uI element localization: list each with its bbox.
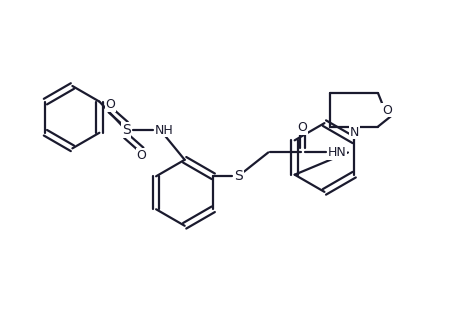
Text: HN: HN: [328, 146, 346, 159]
Text: O: O: [136, 149, 147, 162]
Text: O: O: [382, 104, 392, 117]
Text: S: S: [122, 123, 130, 137]
Text: O: O: [106, 98, 115, 111]
Text: N: N: [349, 126, 359, 139]
Text: NH: NH: [155, 124, 173, 137]
Text: O: O: [298, 121, 307, 134]
Text: S: S: [234, 169, 243, 183]
